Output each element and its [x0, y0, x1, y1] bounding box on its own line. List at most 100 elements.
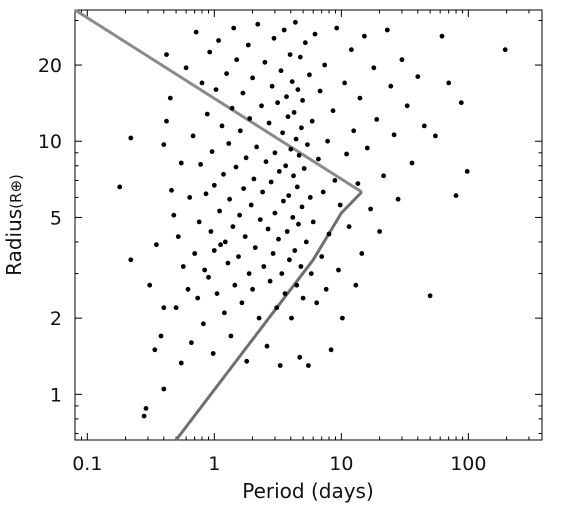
x-tick-label: 1	[208, 453, 220, 475]
data-point	[246, 271, 252, 276]
data-point	[207, 49, 213, 55]
data-point	[201, 321, 206, 327]
data-point	[219, 123, 225, 129]
data-point	[297, 54, 303, 60]
data-point	[242, 234, 248, 240]
data-point	[175, 234, 181, 240]
data-point	[210, 351, 216, 356]
data-point	[298, 264, 304, 269]
x-axis-ticks: 0.1 1 10 100	[72, 10, 530, 475]
data-point	[202, 267, 208, 273]
data-point	[337, 202, 343, 208]
data-point	[340, 315, 345, 321]
data-point	[261, 264, 267, 269]
data-point	[464, 169, 470, 174]
data-point	[286, 193, 292, 199]
data-point	[259, 103, 264, 109]
data-point	[446, 80, 452, 86]
data-point	[364, 145, 370, 151]
data-point	[344, 151, 349, 157]
data-point	[355, 181, 361, 187]
data-point	[308, 271, 314, 276]
data-point	[161, 305, 167, 311]
data-point	[164, 118, 169, 124]
y-tick-label: 5	[50, 207, 62, 229]
boundary-line	[74, 8, 363, 194]
data-point	[269, 83, 275, 89]
y-axis-title: Radius(R⊕)	[2, 174, 26, 276]
data-point	[243, 155, 249, 161]
data-point	[263, 159, 269, 165]
data-point	[236, 254, 241, 259]
data-point	[255, 21, 261, 27]
data-point	[303, 239, 309, 245]
data-point	[427, 293, 433, 299]
data-point	[306, 363, 311, 368]
data-point	[287, 52, 293, 57]
data-point	[291, 110, 297, 115]
data-point	[302, 40, 308, 46]
data-point	[270, 251, 276, 256]
data-point	[180, 264, 186, 269]
data-point	[439, 33, 445, 39]
data-point	[280, 130, 285, 136]
data-point	[362, 33, 367, 39]
data-point	[307, 72, 312, 78]
data-point	[458, 100, 464, 106]
data-point	[225, 260, 231, 266]
data-point	[206, 274, 211, 280]
data-point	[293, 19, 298, 25]
data-point	[301, 166, 307, 171]
data-point	[368, 206, 373, 212]
data-point	[260, 189, 265, 195]
data-point	[248, 202, 254, 208]
y-tick-label: 20	[38, 55, 62, 77]
y-tick-label: 10	[38, 131, 62, 153]
data-point	[256, 315, 262, 321]
data-point	[204, 111, 210, 117]
data-point	[233, 164, 239, 170]
data-point	[239, 300, 245, 306]
data-point	[409, 160, 415, 166]
data-point	[158, 333, 164, 339]
data-point	[291, 173, 296, 179]
data-point	[161, 386, 167, 392]
data-points	[117, 19, 508, 419]
data-point	[453, 193, 459, 199]
data-point	[332, 178, 338, 183]
data-point	[299, 125, 304, 131]
data-point	[264, 343, 270, 349]
data-point	[342, 80, 347, 86]
data-point	[314, 300, 320, 306]
data-point	[192, 251, 198, 256]
data-point	[252, 245, 258, 251]
data-point	[227, 196, 233, 202]
data-point	[217, 208, 223, 214]
data-point	[196, 219, 202, 225]
data-point	[283, 163, 289, 169]
data-point	[178, 160, 184, 166]
data-point	[257, 217, 263, 223]
data-point	[275, 100, 280, 106]
data-point	[293, 136, 299, 142]
data-point	[178, 360, 184, 366]
data-point	[278, 68, 284, 74]
data-point	[415, 74, 421, 79]
data-point	[282, 291, 288, 296]
data-point	[325, 138, 330, 144]
y-axis-title-unit: (R⊕)	[7, 174, 25, 209]
data-point	[251, 176, 257, 182]
data-point	[240, 90, 246, 96]
data-point	[272, 150, 278, 156]
data-point	[296, 221, 301, 227]
data-point	[268, 179, 274, 185]
data-point	[229, 105, 235, 111]
data-point	[359, 251, 365, 256]
data-point	[250, 286, 256, 292]
data-point	[374, 117, 380, 122]
data-point	[307, 195, 313, 200]
data-point	[224, 71, 230, 76]
data-point	[295, 87, 301, 92]
data-point	[195, 295, 201, 301]
data-point	[312, 31, 318, 37]
